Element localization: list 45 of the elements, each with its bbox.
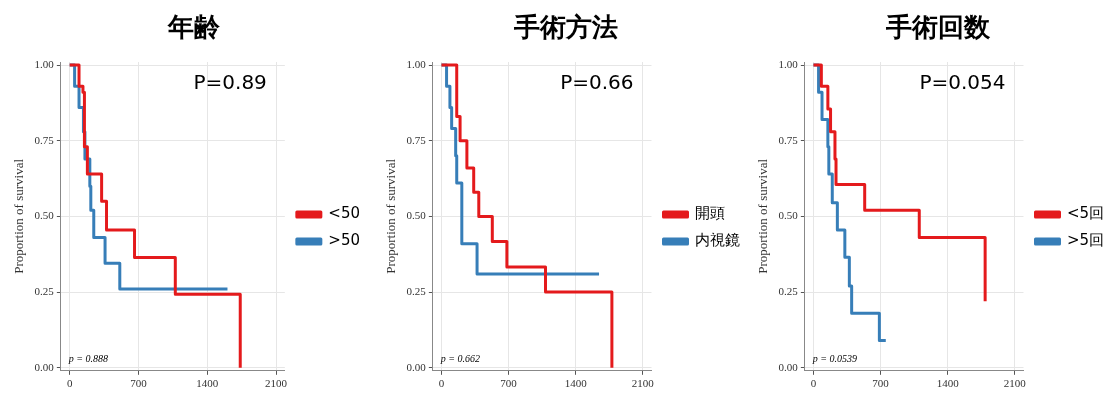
- y-tick-label: 1.00: [34, 57, 55, 70]
- y-tick-label: 0.75: [406, 133, 427, 146]
- annotation: P=0.66: [560, 70, 634, 95]
- y-tick-label: 0.75: [778, 133, 799, 146]
- x-tick-label: 700: [872, 377, 890, 390]
- legend-label: >5回: [1067, 231, 1105, 250]
- y-axis-title: Proportion of survival: [11, 158, 27, 274]
- y-tick-label: 0.00: [34, 360, 55, 373]
- y-tick-label: 1.00: [406, 57, 427, 70]
- annotation: P=0.054: [919, 70, 1006, 95]
- chart-title: 手術方法: [514, 11, 618, 44]
- y-tick-label: 0.50: [406, 209, 427, 222]
- x-tick-label: 2100: [265, 377, 288, 390]
- y-tick-label: 0.25: [34, 284, 55, 297]
- x-tick-label: 2100: [631, 377, 655, 390]
- annotation: p = 0.888: [67, 353, 109, 365]
- x-tick-label: 0: [810, 377, 817, 390]
- y-tick-label: 1.00: [778, 57, 799, 70]
- legend-label: 開頭: [695, 204, 725, 223]
- y-tick-label: 0.25: [778, 284, 799, 297]
- y-tick-label: 0.25: [406, 284, 427, 297]
- y-tick-label: 0.50: [34, 209, 55, 222]
- annotation: P=0.89: [193, 70, 267, 95]
- y-tick-label: 0.00: [406, 360, 427, 373]
- legend-label: 内視鏡: [695, 231, 740, 250]
- y-tick-label: 0.75: [34, 133, 55, 146]
- y-tick-label: 0.00: [778, 360, 799, 373]
- x-tick-label: 700: [130, 377, 148, 390]
- x-tick-label: 1400: [936, 377, 960, 390]
- legend-label: <5回: [1067, 204, 1105, 223]
- x-tick-label: 700: [500, 377, 518, 390]
- x-tick-label: 2100: [1003, 377, 1027, 390]
- x-tick-label: 0: [66, 377, 73, 390]
- y-axis-title: Proportion of survival: [755, 158, 771, 274]
- chart-title: 手術回数: [886, 11, 990, 44]
- x-tick-label: 1400: [196, 377, 219, 390]
- x-tick-label: 0: [438, 377, 445, 390]
- y-axis-title: Proportion of survival: [383, 158, 399, 274]
- x-tick-label: 1400: [564, 377, 588, 390]
- chart-title: 年齢: [168, 11, 220, 44]
- annotation: p = 0.662: [439, 353, 481, 365]
- y-tick-label: 0.50: [778, 209, 799, 222]
- annotation: p = 0.0539: [811, 353, 858, 365]
- legend-label: <50: [328, 204, 360, 223]
- legend-label: >50: [328, 231, 360, 250]
